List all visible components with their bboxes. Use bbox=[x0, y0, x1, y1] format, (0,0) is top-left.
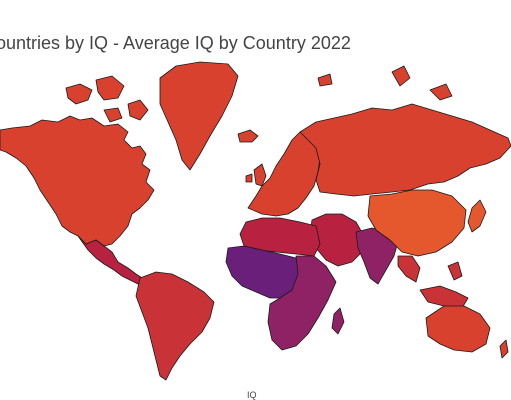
region-russia-islands[interactable] bbox=[317, 65, 453, 101]
region-iceland[interactable] bbox=[237, 129, 259, 143]
legend-title: IQ bbox=[247, 390, 257, 400]
region-russia[interactable] bbox=[299, 103, 511, 197]
region-south-america[interactable] bbox=[135, 271, 215, 381]
region-southeast-asia[interactable] bbox=[397, 255, 469, 309]
region-greenland[interactable] bbox=[159, 61, 239, 171]
region-north-america-islands[interactable] bbox=[65, 75, 149, 123]
region-north-america[interactable] bbox=[0, 115, 155, 247]
map-title: ountries by IQ - Average IQ by Country 2… bbox=[0, 33, 351, 53]
region-new-zealand[interactable] bbox=[499, 339, 509, 359]
region-madagascar[interactable] bbox=[331, 307, 345, 335]
region-uk[interactable] bbox=[245, 163, 267, 187]
region-japan[interactable] bbox=[467, 199, 487, 233]
region-west-africa[interactable] bbox=[225, 245, 301, 299]
region-east-asia[interactable] bbox=[367, 189, 467, 257]
region-africa[interactable] bbox=[267, 255, 337, 351]
region-australia[interactable] bbox=[425, 305, 491, 353]
